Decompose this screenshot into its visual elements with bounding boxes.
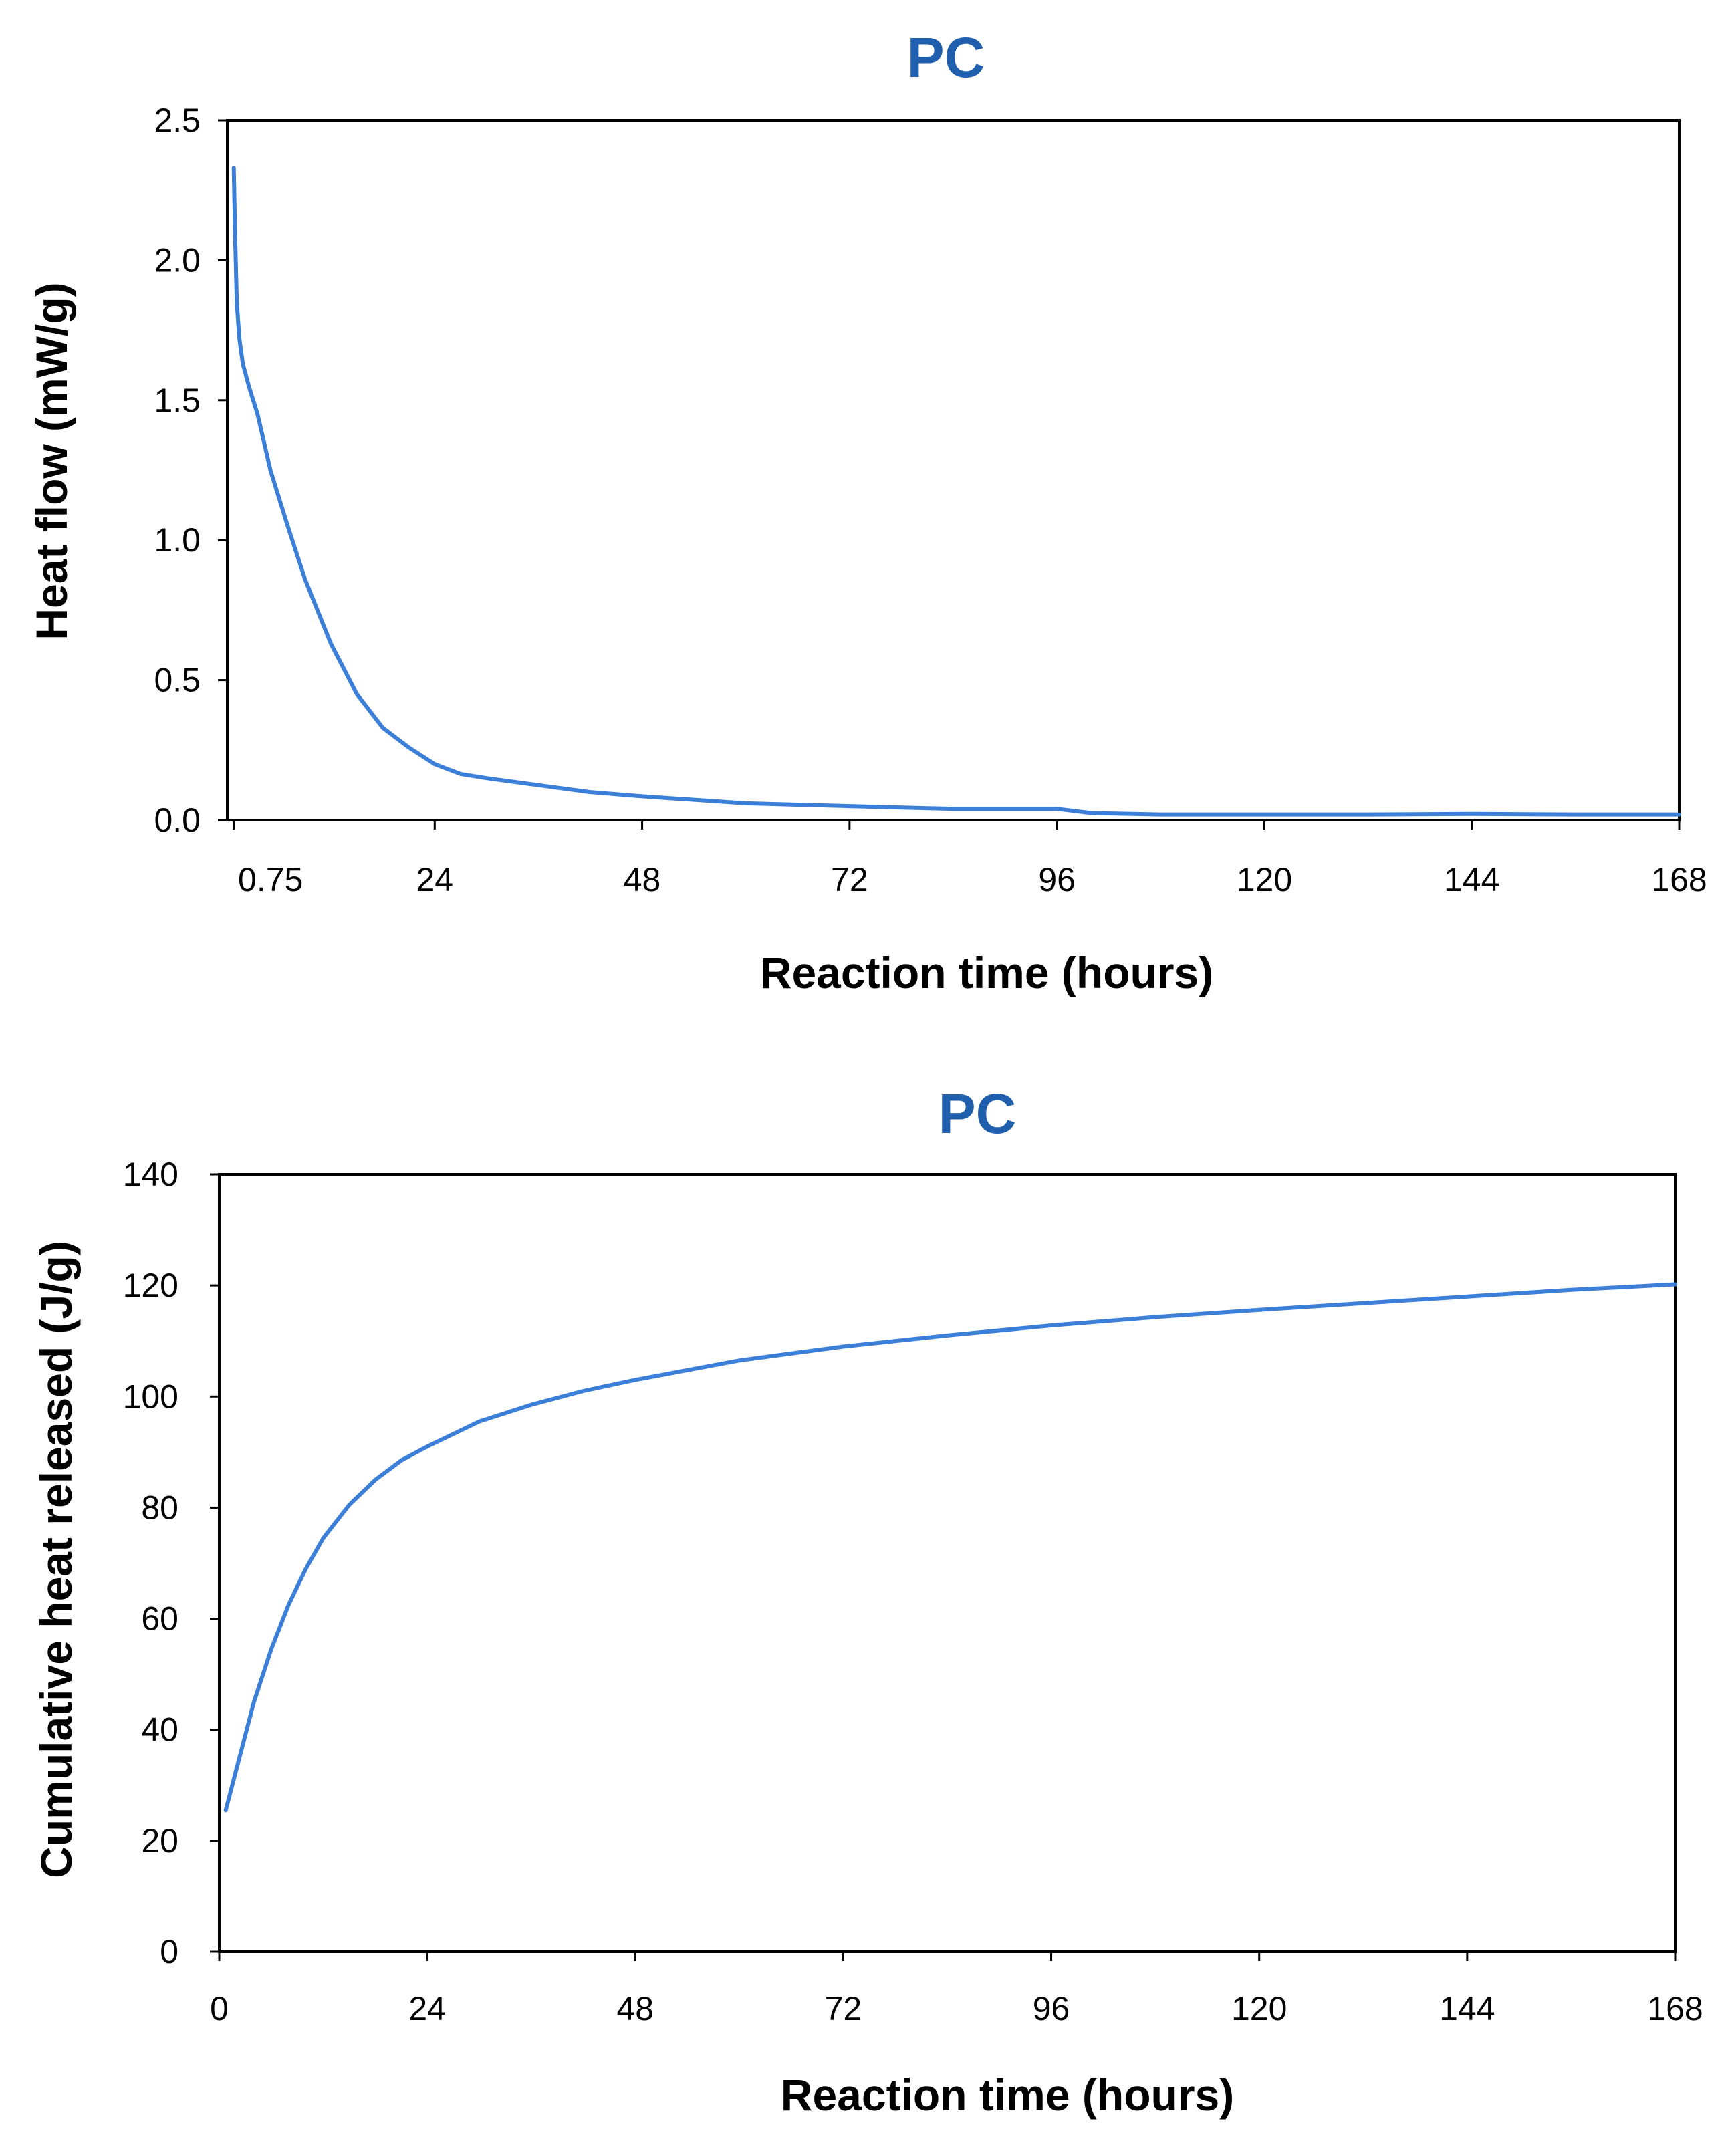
x-tick-label: 0 — [210, 1990, 229, 2027]
chart-title: PC — [939, 1082, 1017, 1145]
x-tick-label: 48 — [624, 861, 661, 898]
y-tick-label: 140 — [123, 1156, 178, 1193]
y-axis-title: Cumulative heat released (J/g) — [31, 1241, 81, 1878]
y-tick-label: 1.0 — [154, 521, 201, 559]
y-tick-label: 0.5 — [154, 662, 201, 699]
y-tick-label: 60 — [141, 1600, 178, 1638]
y-tick-label: 80 — [141, 1489, 178, 1526]
x-tick-label: 96 — [1038, 861, 1076, 898]
x-tick-label: 48 — [616, 1990, 654, 2027]
series-line-pc — [231, 166, 1681, 817]
series-line-pc — [223, 1282, 1677, 1813]
y-axis-title: Heat flow (mW/g) — [27, 282, 76, 640]
x-tick-label: 72 — [831, 861, 868, 898]
x-tick-label: 24 — [416, 861, 453, 898]
y-tick-label: 1.5 — [154, 382, 201, 419]
x-tick-label: 0.75 — [238, 861, 303, 898]
y-tick-label: 120 — [123, 1267, 178, 1304]
x-axis-title: Reaction time (hours) — [781, 2070, 1234, 2120]
y-tick-label: 2.5 — [154, 102, 201, 139]
x-tick-label: 72 — [825, 1990, 862, 2027]
x-tick-label: 168 — [1651, 861, 1707, 898]
x-tick-label: 144 — [1444, 861, 1499, 898]
heat-flow-chart: PC 0.0 0.5 1.0 1.5 2.0 2.5 0.75 24 48 72 96 120 144 16… — [27, 26, 1707, 997]
x-tick-label: 120 — [1231, 1990, 1287, 2027]
chart-title: PC — [907, 26, 985, 89]
y-tick-label: 0.0 — [154, 801, 201, 839]
x-tick-label: 120 — [1237, 861, 1292, 898]
y-tick-label: 100 — [123, 1378, 178, 1415]
y-tick-label: 20 — [141, 1822, 178, 1860]
x-tick-label: 24 — [408, 1990, 446, 2027]
x-tick-label: 144 — [1439, 1990, 1495, 2027]
x-axis-title: Reaction time (hours) — [760, 948, 1213, 997]
plot-frame — [226, 119, 1681, 821]
cumulative-heat-chart: PC 0 20 40 60 80 100 120 140 0 24 48 72 96 120 144 168 Re… — [31, 1082, 1703, 2120]
x-tick-label: 96 — [1033, 1990, 1070, 2027]
y-tick-label: 2.0 — [154, 241, 201, 279]
y-tick-label: 40 — [141, 1711, 178, 1749]
plot-frame — [218, 1173, 1677, 1953]
x-tick-label: 168 — [1647, 1990, 1703, 2027]
y-tick-label: 0 — [160, 1933, 178, 1971]
